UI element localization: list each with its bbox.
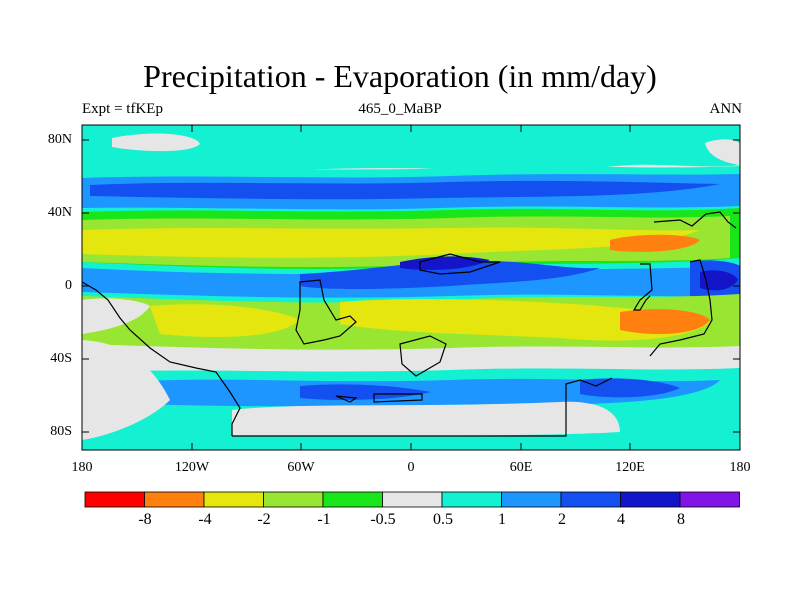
- lat-label-0: 0: [65, 278, 72, 293]
- colorbar-box: [322, 491, 383, 508]
- colorbar-label: -4: [198, 511, 212, 528]
- arctic-neutral-patch: [112, 133, 200, 152]
- south-american-neutral: [82, 340, 170, 440]
- south-dry-neutral: [82, 298, 150, 334]
- lon-label-120w: 120W: [174, 460, 210, 475]
- southern-blue: [300, 384, 430, 400]
- colorbar-label: 8: [677, 511, 685, 528]
- coastline-antarctica: [232, 377, 613, 437]
- period-label: 465_0_MaBP: [358, 101, 442, 117]
- coastline-north-pacific: [653, 211, 737, 229]
- equator-blue: [300, 261, 600, 289]
- southern-blue-2: [580, 378, 680, 398]
- north-dry-orange: [610, 234, 700, 252]
- map-ticks: [82, 125, 740, 450]
- lon-label-180e: 180: [729, 460, 751, 475]
- experiment-label: Expt = tfKEp: [82, 101, 163, 117]
- lon-label-0: 0: [407, 460, 415, 475]
- coastline-africa: [295, 279, 357, 345]
- coastline-south-africa-island: [399, 335, 447, 377]
- coastline-asia-east: [632, 263, 653, 311]
- south-dry-orange: [620, 309, 710, 335]
- lon-label-120e: 120E: [615, 460, 645, 475]
- colorbar-label: -1: [317, 511, 331, 528]
- colorbar-label: 2: [558, 511, 566, 528]
- colorbar-box: [263, 491, 324, 508]
- colorbar-box: [84, 491, 145, 508]
- coastline-small-island-2: [373, 393, 423, 403]
- lat-label-40s: 40S: [50, 351, 72, 366]
- lat-label-40n: 40N: [47, 205, 72, 220]
- arctic-neutral-patch-2: [705, 139, 740, 165]
- colorbar-label: -8: [138, 511, 152, 528]
- coastline-americas: [81, 281, 241, 436]
- south-dry-yellow-2: [340, 299, 710, 341]
- map-panel: [81, 124, 741, 451]
- colorbar-label: 1: [498, 511, 506, 528]
- colorbar-box: [560, 491, 621, 508]
- colorbar-box: [144, 491, 205, 508]
- colorbar-label: -2: [257, 511, 271, 528]
- lon-label-60e: 60E: [509, 460, 533, 475]
- colorbar-box: [679, 491, 740, 508]
- season-label: ANN: [709, 101, 743, 117]
- antarctic-neutral: [232, 401, 620, 436]
- coastline-small-island: [335, 395, 358, 403]
- colorbar: [84, 491, 740, 508]
- colorbar-box: [620, 491, 681, 508]
- lat-label-80s: 80S: [50, 424, 72, 439]
- map-title: Precipitation - Evaporation (in mm/day): [143, 58, 657, 94]
- coastlines: [81, 211, 737, 437]
- colorbar-label: 4: [617, 511, 625, 528]
- lon-label-180w: 180: [71, 460, 93, 475]
- lat-label-80n: 80N: [47, 132, 72, 147]
- lon-label-60w: 60W: [287, 460, 315, 475]
- equator-darkblue: [400, 256, 490, 270]
- colorbar-label: 0.5: [433, 511, 453, 528]
- west-pacific-darkblue: [700, 270, 738, 291]
- south-neutral-band: [82, 344, 740, 374]
- north-wet-blue: [90, 180, 720, 200]
- colorbar-box: [501, 491, 562, 508]
- coastline-eurasia: [419, 253, 501, 275]
- colorbar-box: [203, 491, 264, 508]
- north-dry-yellow: [82, 227, 700, 258]
- colorbar-box: [441, 491, 502, 508]
- coastline-australia: [649, 259, 713, 357]
- colorbar-box: [382, 491, 443, 508]
- arctic-cyan-band: [82, 125, 740, 172]
- south-dry-yellow: [150, 304, 300, 338]
- colorbar-label: -0.5: [370, 511, 396, 528]
